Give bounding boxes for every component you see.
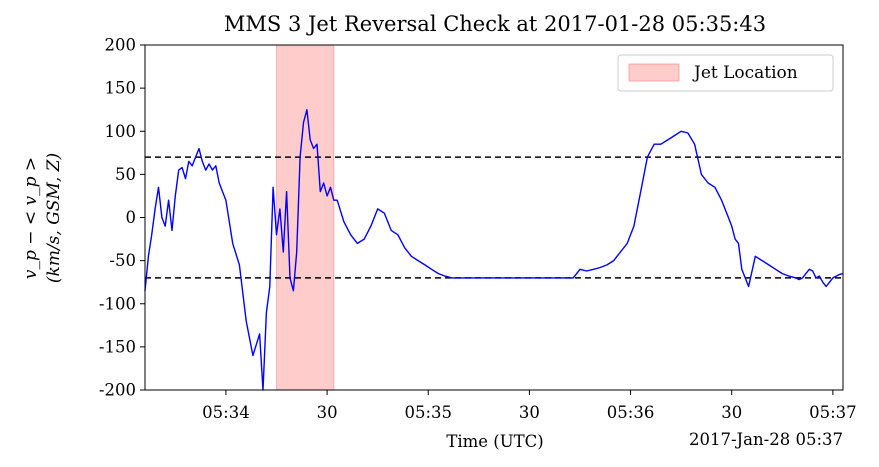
x-axis-offset-label: 2017-Jan-28 05:37 [689,430,843,449]
series-layer [144,108,844,391]
y-tick-label: -50 [109,251,136,270]
x-tick-label: 05:37 [809,403,857,422]
jet-location-layer [276,44,335,391]
y-tick-label: 200 [105,36,137,55]
legend-swatch [628,63,680,82]
y-tick-label: 150 [105,79,137,98]
series-line-0 [144,108,844,391]
chart-title: MMS 3 Jet Reversal Check at 2017-01-28 0… [224,12,766,36]
background-layer [145,45,843,390]
y-axis-label: v_p − < v_p > (km/s, GSM, Z) [21,153,64,283]
y-axis: -200 -150 -100 -50 0 50 100 150 200 [99,36,145,400]
jet-location-span [276,44,335,391]
y-axis-label-line1: v_p − < v_p > [21,157,41,279]
y-tick-label: -150 [99,337,136,356]
x-axis: 05:34 30 05:35 30 05:36 30 05:37 [202,390,857,422]
legend-label: Jet Location [692,63,798,83]
y-tick-label: 0 [126,208,137,227]
y-tick-label: -200 [99,381,136,400]
x-tick-label: 05:36 [607,403,655,422]
x-tick-label: 30 [317,403,338,422]
x-tick-label: 05:35 [404,403,452,422]
y-tick-label: -100 [99,294,136,313]
x-tick-label: 05:34 [202,403,250,422]
threshold-lines-layer [145,156,843,279]
x-tick-label: 30 [721,403,742,422]
y-axis-label-line2: (km/s, GSM, Z) [44,153,64,283]
plot-area [145,45,843,390]
x-tick-label: 30 [519,403,540,422]
y-tick-label: 100 [105,122,137,141]
x-axis-label: Time (UTC) [446,432,543,451]
y-tick-label: 50 [115,165,136,184]
legend: Jet Location [617,54,834,92]
